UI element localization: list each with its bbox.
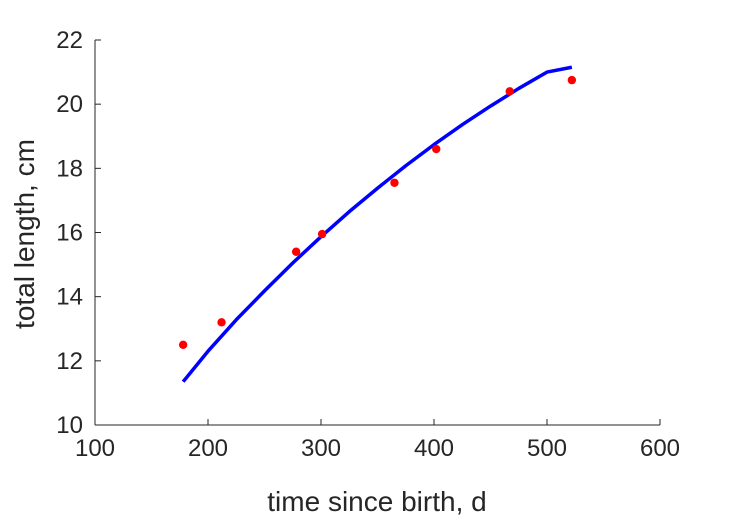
x-tick-label: 600 (640, 435, 680, 462)
y-tick-label: 14 (56, 284, 83, 311)
axes (94, 40, 660, 426)
data-point (317, 229, 327, 239)
data-point (178, 340, 188, 349)
y-tick-label: 16 (56, 220, 83, 247)
y-tick-label: 20 (56, 91, 83, 118)
ticks: 100 200 300 400 500 600 10 12 14 16 18 20 22 (56, 27, 680, 462)
data-point (217, 318, 226, 327)
data-points-layer (178, 75, 577, 349)
x-tick-label: 500 (527, 435, 567, 462)
data-point (567, 75, 577, 85)
y-tick-label: 10 (56, 412, 83, 439)
y-axis-label: total length, cm (9, 139, 40, 329)
data-point (505, 87, 514, 96)
y-tick-label: 12 (56, 348, 83, 375)
x-tick-label: 300 (301, 435, 341, 462)
y-tick-label: 18 (56, 155, 83, 182)
data-point (432, 144, 441, 154)
fit-curve-layer (181, 65, 573, 383)
fit-curve (181, 65, 573, 383)
x-axis-label: time since birth, d (267, 486, 486, 517)
data-point (390, 178, 399, 187)
data-point (291, 247, 301, 256)
y-tick-label: 22 (56, 27, 83, 54)
x-tick-label: 100 (75, 435, 115, 462)
x-tick-label: 200 (188, 435, 228, 462)
x-tick-label: 400 (414, 435, 454, 462)
